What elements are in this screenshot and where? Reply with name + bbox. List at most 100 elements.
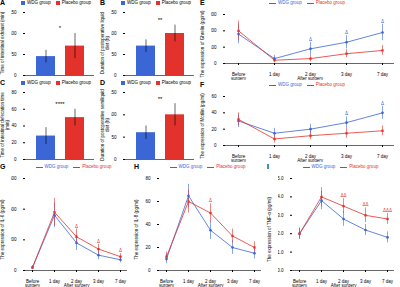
svg-text:150: 150 bbox=[111, 90, 117, 95]
svg-text:40: 40 bbox=[11, 123, 17, 128]
svg-text:7 day: 7 day bbox=[377, 72, 389, 77]
svg-text:7 day: 7 day bbox=[249, 279, 261, 284]
svg-text:2 day: 2 day bbox=[71, 278, 82, 284]
html-text:Duration of postoperative semi: Duration of postoperative semiliquid die… bbox=[100, 89, 110, 161]
svg-text:200: 200 bbox=[211, 28, 217, 33]
svg-text:1 day: 1 day bbox=[316, 279, 328, 284]
svg-text:60: 60 bbox=[145, 199, 151, 204]
svg-text:Beforesurgery: Beforesurgery bbox=[25, 279, 41, 287]
svg-text:150: 150 bbox=[111, 10, 117, 15]
svg-text:50: 50 bbox=[111, 135, 117, 140]
svg-text:*: * bbox=[59, 25, 62, 31]
svg-text:80: 80 bbox=[145, 176, 151, 181]
svg-text:600: 600 bbox=[11, 176, 17, 181]
svg-text:2 day: 2 day bbox=[338, 278, 349, 284]
svg-text:3 day: 3 day bbox=[341, 72, 353, 77]
svg-text:ΔΔ: ΔΔ bbox=[340, 193, 346, 198]
svg-text:2 day: 2 day bbox=[205, 278, 216, 284]
svg-text:7 day: 7 day bbox=[382, 279, 394, 284]
html-text:Placebo group: Placebo group bbox=[61, 0, 91, 5]
svg-text:Δ: Δ bbox=[345, 111, 348, 116]
svg-text:0: 0 bbox=[114, 157, 117, 162]
svg-text:1 day: 1 day bbox=[269, 154, 281, 159]
svg-text:2 day: 2 day bbox=[305, 71, 316, 77]
svg-text:100: 100 bbox=[111, 31, 117, 36]
svg-text:2.0: 2.0 bbox=[278, 231, 284, 236]
html-text:Time of intestinal exhaust (mi: Time of intestinal exhaust (min) bbox=[0, 11, 5, 75]
svg-text:Δ: Δ bbox=[119, 248, 122, 253]
svg-text:7 day: 7 day bbox=[377, 154, 389, 159]
svg-text:40: 40 bbox=[211, 110, 217, 115]
svg-text:3 day: 3 day bbox=[93, 279, 105, 284]
svg-text:Beforesurgery: Beforesurgery bbox=[231, 72, 247, 80]
svg-text:Beforesurgery: Beforesurgery bbox=[159, 279, 175, 287]
svg-text:After surgery: After surgery bbox=[331, 283, 358, 287]
html-text:B: B bbox=[100, 0, 106, 6]
svg-text:Beforesurgery: Beforesurgery bbox=[292, 279, 308, 287]
svg-text:150: 150 bbox=[11, 10, 17, 15]
svg-text:1 day: 1 day bbox=[49, 279, 61, 284]
svg-text:****: **** bbox=[55, 101, 65, 107]
svg-text:0: 0 bbox=[148, 268, 151, 273]
svg-text:Δ: Δ bbox=[345, 30, 348, 35]
svg-text:**: ** bbox=[158, 96, 163, 102]
svg-text:100: 100 bbox=[111, 112, 117, 117]
svg-text:60: 60 bbox=[211, 94, 217, 99]
svg-text:0: 0 bbox=[114, 73, 117, 78]
svg-text:3.0: 3.0 bbox=[278, 213, 284, 218]
svg-text:40: 40 bbox=[145, 222, 151, 227]
html-text:H: H bbox=[134, 163, 140, 170]
svg-text:Beforesurgery: Beforesurgery bbox=[231, 154, 247, 162]
svg-text:1.0: 1.0 bbox=[278, 250, 284, 255]
svg-text:80: 80 bbox=[11, 90, 17, 95]
svg-text:7 day: 7 day bbox=[115, 279, 127, 284]
html-text:WDG group: WDG group bbox=[127, 0, 151, 5]
svg-text:20: 20 bbox=[11, 140, 17, 145]
html-text:Duration of postoperative liqu: Duration of postoperative liquid diet (h… bbox=[100, 12, 110, 74]
svg-text:0: 0 bbox=[14, 157, 17, 162]
svg-text:20: 20 bbox=[211, 127, 217, 132]
svg-text:After surgery: After surgery bbox=[297, 76, 324, 81]
svg-text:4.0: 4.0 bbox=[278, 194, 284, 199]
svg-text:Δ: Δ bbox=[381, 101, 384, 106]
html-text:Time of intestinal defecation: Time of intestinal defecation time (min) bbox=[0, 92, 10, 158]
svg-text:After surgery: After surgery bbox=[297, 158, 324, 163]
svg-text:2 day: 2 day bbox=[305, 153, 316, 159]
svg-text:Δ: Δ bbox=[75, 224, 78, 229]
svg-text:100: 100 bbox=[11, 31, 17, 36]
svg-text:Δ: Δ bbox=[97, 239, 100, 244]
svg-text:**: ** bbox=[158, 17, 163, 23]
svg-text:20: 20 bbox=[145, 245, 151, 250]
svg-text:60: 60 bbox=[11, 107, 17, 112]
svg-text:5.0: 5.0 bbox=[278, 176, 284, 181]
svg-text:0: 0 bbox=[214, 143, 217, 148]
svg-text:ΔΔΔ: ΔΔΔ bbox=[383, 208, 392, 213]
svg-text:Δ: Δ bbox=[309, 37, 312, 42]
html-text:C: C bbox=[0, 79, 6, 86]
html-text:WDG group: WDG group bbox=[27, 0, 51, 5]
html-text:Placebo group: Placebo group bbox=[161, 0, 191, 5]
svg-text:0: 0 bbox=[214, 61, 217, 66]
svg-text:Δ: Δ bbox=[209, 198, 212, 203]
svg-text:ΔΔ: ΔΔ bbox=[362, 202, 368, 207]
svg-text:3 day: 3 day bbox=[341, 154, 353, 159]
svg-text:300: 300 bbox=[211, 12, 217, 17]
svg-text:1 day: 1 day bbox=[269, 72, 281, 77]
svg-text:3 day: 3 day bbox=[360, 279, 372, 284]
svg-text:400: 400 bbox=[11, 207, 17, 212]
svg-text:1 day: 1 day bbox=[183, 279, 195, 284]
html-text:D: D bbox=[100, 79, 106, 86]
svg-text:After surgery: After surgery bbox=[64, 283, 91, 287]
svg-text:50: 50 bbox=[111, 52, 117, 57]
svg-text:After surgery: After surgery bbox=[198, 283, 225, 287]
svg-text:0: 0 bbox=[14, 268, 17, 273]
svg-text:Δ: Δ bbox=[381, 19, 384, 24]
svg-text:200: 200 bbox=[11, 237, 17, 242]
svg-text:50: 50 bbox=[11, 52, 17, 57]
svg-text:100: 100 bbox=[211, 45, 217, 50]
svg-text:0: 0 bbox=[14, 73, 17, 78]
html-text:A: A bbox=[0, 0, 6, 6]
html-text:G: G bbox=[0, 163, 6, 170]
svg-text:3 day: 3 day bbox=[227, 279, 239, 284]
svg-text:0.0: 0.0 bbox=[278, 268, 284, 273]
